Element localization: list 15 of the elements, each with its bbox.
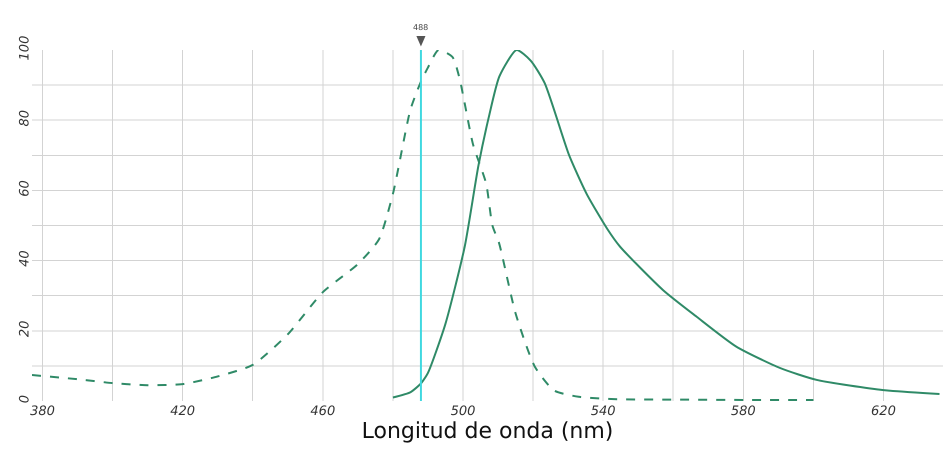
x-tick-label: 380 <box>30 404 55 419</box>
ref-line-label: 488 <box>413 23 428 32</box>
y-tick-label: 40 <box>17 250 32 267</box>
y-tick-label: 100 <box>17 36 32 60</box>
x-axis-title: Longitud de onda (nm) <box>362 419 614 444</box>
x-tick-label: 540 <box>590 404 616 419</box>
x-tick-label: 500 <box>450 404 476 419</box>
x-tick-label: 420 <box>170 404 196 419</box>
x-tick-label: 460 <box>310 404 336 419</box>
x-tick-label: 620 <box>871 404 896 419</box>
x-tick-label: 580 <box>730 404 756 419</box>
y-tick-label: 60 <box>17 180 32 197</box>
y-tick-label: 80 <box>17 110 32 127</box>
y-tick-label: 20 <box>17 320 32 338</box>
y-tick-label: 0 <box>17 394 32 404</box>
